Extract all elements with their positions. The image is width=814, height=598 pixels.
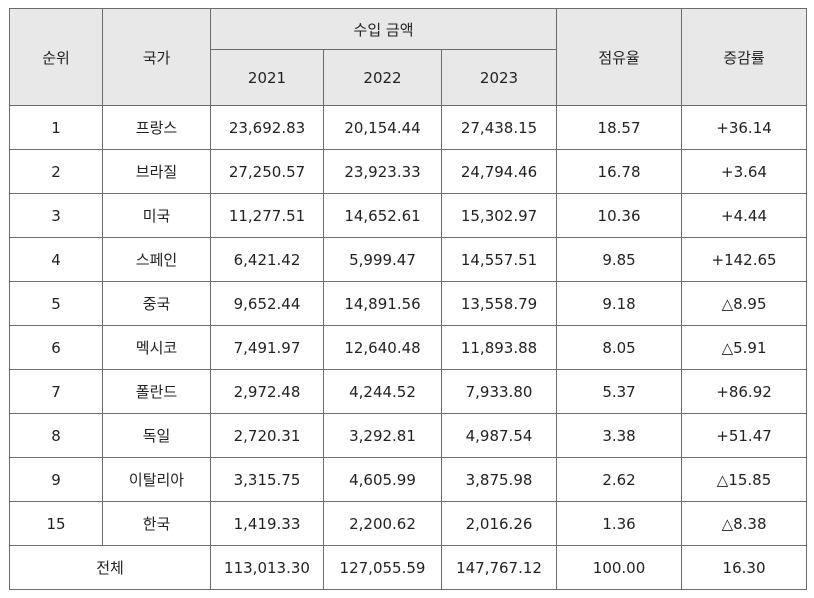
cell-growth: +86.92 bbox=[681, 369, 808, 414]
cell-rank: 8 bbox=[9, 413, 103, 458]
cell-share: 9.85 bbox=[556, 237, 683, 282]
cell-growth: +142.65 bbox=[681, 237, 808, 282]
cell-rank: 1 bbox=[9, 105, 103, 150]
cell-rank: 15 bbox=[9, 501, 103, 546]
cell-2021: 23,692.83 bbox=[210, 105, 324, 150]
cell-2023: 3,875.98 bbox=[440, 457, 558, 502]
cell-growth: △15.85 bbox=[681, 457, 808, 502]
cell-2021: 11,277.51 bbox=[210, 193, 324, 238]
cell-2021: 1,419.33 bbox=[210, 501, 324, 546]
cell-growth: +4.44 bbox=[681, 193, 808, 238]
cell-2023: 15,302.97 bbox=[440, 193, 558, 238]
cell-share: 16.78 bbox=[556, 149, 683, 194]
table-row: 6 멕시코 7,491.97 12,640.48 11,893.88 8.05 △5.91 bbox=[9, 325, 808, 370]
cell-2021: 2,720.31 bbox=[210, 413, 324, 458]
table-row: 2 브라질 27,250.57 23,923.33 24,794.46 16.78 +3.6… bbox=[9, 149, 808, 194]
table-row: 9 이탈리아 3,315.75 4,605.99 3,875.98 2.62 △15.85 bbox=[9, 457, 808, 502]
import-ranking-table: 순위 국가 수입 금액 점유율 증감률 2021 2022 2023 1 프랑스 2… bbox=[9, 8, 808, 590]
total-2023: 147,767.12 bbox=[440, 545, 558, 590]
table-row: 5 중국 9,652.44 14,891.56 13,558.79 9.18 △8.95 bbox=[9, 281, 808, 326]
cell-2021: 2,972.48 bbox=[210, 369, 324, 414]
cell-share: 18.57 bbox=[556, 105, 683, 150]
total-2022: 127,055.59 bbox=[323, 545, 442, 590]
cell-rank: 2 bbox=[9, 149, 103, 194]
cell-2022: 14,891.56 bbox=[323, 281, 442, 326]
cell-share: 8.05 bbox=[556, 325, 683, 370]
cell-2023: 4,987.54 bbox=[440, 413, 558, 458]
cell-share: 3.38 bbox=[556, 413, 683, 458]
cell-growth: +3.64 bbox=[681, 149, 808, 194]
header-year-2022: 2022 bbox=[323, 49, 442, 106]
cell-2023: 7,933.80 bbox=[440, 369, 558, 414]
cell-2021: 6,421.42 bbox=[210, 237, 324, 282]
cell-share: 9.18 bbox=[556, 281, 683, 326]
total-growth: 16.30 bbox=[681, 545, 808, 590]
header-year-2021: 2021 bbox=[210, 49, 324, 106]
cell-2022: 4,605.99 bbox=[323, 457, 442, 502]
header-year-2023: 2023 bbox=[440, 49, 558, 106]
cell-2023: 24,794.46 bbox=[440, 149, 558, 194]
cell-country: 프랑스 bbox=[102, 105, 211, 150]
cell-2021: 7,491.97 bbox=[210, 325, 324, 370]
header-import-amount: 수입 금액 bbox=[209, 8, 558, 50]
cell-country: 이탈리아 bbox=[102, 457, 211, 502]
cell-growth: +51.47 bbox=[681, 413, 808, 458]
cell-2022: 5,999.47 bbox=[323, 237, 442, 282]
cell-country: 미국 bbox=[102, 193, 211, 238]
total-2021: 113,013.30 bbox=[210, 545, 324, 590]
table-row: 4 스페인 6,421.42 5,999.47 14,557.51 9.85 +142.65 bbox=[9, 237, 808, 282]
header-rank: 순위 bbox=[9, 8, 103, 106]
total-label: 전체 bbox=[9, 545, 211, 590]
table-row: 3 미국 11,277.51 14,652.61 15,302.97 10.36 +4.44 bbox=[9, 193, 808, 238]
header-country: 국가 bbox=[102, 8, 211, 106]
cell-growth: △8.38 bbox=[681, 501, 808, 546]
cell-2022: 20,154.44 bbox=[323, 105, 442, 150]
total-share: 100.00 bbox=[556, 545, 683, 590]
cell-2023: 13,558.79 bbox=[440, 281, 558, 326]
cell-2022: 4,244.52 bbox=[323, 369, 442, 414]
cell-country: 한국 bbox=[102, 501, 211, 546]
table-header: 순위 국가 수입 금액 점유율 증감률 2021 2022 2023 bbox=[9, 8, 808, 106]
cell-rank: 5 bbox=[9, 281, 103, 326]
cell-2022: 14,652.61 bbox=[323, 193, 442, 238]
total-row: 전체 113,013.30 127,055.59 147,767.12 100.… bbox=[9, 545, 808, 590]
cell-country: 브라질 bbox=[102, 149, 211, 194]
table-row: 1 프랑스 23,692.83 20,154.44 27,438.15 18.57 +36.… bbox=[9, 105, 808, 150]
cell-rank: 4 bbox=[9, 237, 103, 282]
cell-country: 독일 bbox=[102, 413, 211, 458]
table-row: 8 독일 2,720.31 3,292.81 4,987.54 3.38 +51.47 bbox=[9, 413, 808, 458]
cell-2022: 23,923.33 bbox=[323, 149, 442, 194]
cell-rank: 9 bbox=[9, 457, 103, 502]
cell-2023: 2,016.26 bbox=[440, 501, 558, 546]
cell-2023: 27,438.15 bbox=[440, 105, 558, 150]
cell-2021: 3,315.75 bbox=[210, 457, 324, 502]
header-growth: 증감률 bbox=[681, 8, 808, 106]
table-body: 1 프랑스 23,692.83 20,154.44 27,438.15 18.57 +36.… bbox=[9, 105, 808, 546]
cell-2022: 3,292.81 bbox=[323, 413, 442, 458]
cell-country: 멕시코 bbox=[102, 325, 211, 370]
table-row: 15 한국 1,419.33 2,200.62 2,016.26 1.36 △8.38 bbox=[9, 501, 808, 546]
header-share: 점유율 bbox=[556, 8, 683, 106]
cell-2023: 11,893.88 bbox=[440, 325, 558, 370]
cell-rank: 7 bbox=[9, 369, 103, 414]
table-row: 7 폴란드 2,972.48 4,244.52 7,933.80 5.37 +86.92 bbox=[9, 369, 808, 414]
cell-share: 10.36 bbox=[556, 193, 683, 238]
cell-2021: 27,250.57 bbox=[210, 149, 324, 194]
cell-growth: △8.95 bbox=[681, 281, 808, 326]
cell-2023: 14,557.51 bbox=[440, 237, 558, 282]
cell-growth: +36.14 bbox=[681, 105, 808, 150]
cell-2022: 12,640.48 bbox=[323, 325, 442, 370]
cell-rank: 6 bbox=[9, 325, 103, 370]
cell-2022: 2,200.62 bbox=[323, 501, 442, 546]
cell-share: 5.37 bbox=[556, 369, 683, 414]
cell-country: 스페인 bbox=[102, 237, 211, 282]
cell-country: 폴란드 bbox=[102, 369, 211, 414]
cell-share: 2.62 bbox=[556, 457, 683, 502]
cell-rank: 3 bbox=[9, 193, 103, 238]
cell-country: 중국 bbox=[102, 281, 211, 326]
table-footer: 전체 113,013.30 127,055.59 147,767.12 100.… bbox=[9, 545, 808, 590]
cell-2021: 9,652.44 bbox=[210, 281, 324, 326]
cell-growth: △5.91 bbox=[681, 325, 808, 370]
cell-share: 1.36 bbox=[556, 501, 683, 546]
